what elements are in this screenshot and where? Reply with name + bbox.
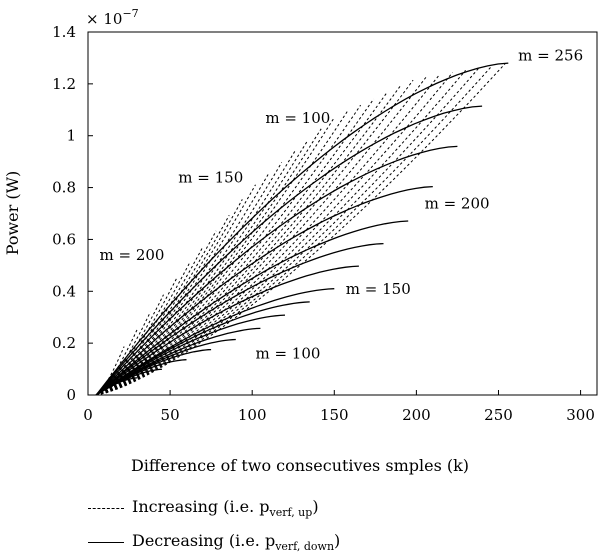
increasing-curve-14 bbox=[96, 128, 322, 396]
decreasing-curve-2 bbox=[95, 145, 458, 396]
power-chart: 0 50 100 150 200 250 300 0 0.2 0.4 0.6 0.8 1 1.2 1.4 m… bbox=[3, 7, 598, 475]
y-axis-label: Power (W) bbox=[3, 171, 22, 256]
increasing-curve-1 bbox=[96, 65, 493, 396]
increasing-curve-25 bbox=[96, 277, 178, 396]
y-tick-label-5: 1 bbox=[66, 127, 76, 145]
increasing-curve-2 bbox=[96, 67, 480, 396]
y-multiplier-exponent: −7 bbox=[122, 7, 138, 20]
increasing-curve-26 bbox=[96, 294, 164, 396]
decreasing-curve-11 bbox=[95, 338, 236, 396]
increasing-curve-21 bbox=[96, 214, 230, 396]
annotation-6: m = 100 bbox=[255, 345, 320, 363]
x-axis-label: Difference of two consecutives smples (k… bbox=[131, 456, 469, 475]
decreasing-curve-5 bbox=[95, 242, 384, 396]
x-tick-label-3: 150 bbox=[320, 406, 349, 424]
increasing-curve-29 bbox=[96, 346, 125, 396]
increasing-curve-20 bbox=[96, 199, 243, 396]
y-tick-label-2: 0.4 bbox=[52, 282, 76, 300]
annotation-2: m = 150 bbox=[178, 168, 243, 186]
decreasing-curve-0 bbox=[95, 62, 509, 396]
legend-increasing-label: Increasing (i.e. pverf, up) bbox=[132, 497, 319, 520]
curves-group bbox=[95, 62, 509, 396]
x-tick-label-4: 200 bbox=[402, 406, 431, 424]
decreasing-curve-9 bbox=[95, 314, 286, 396]
decreasing-curve-4 bbox=[95, 220, 409, 396]
y-tick-label-3: 0.6 bbox=[52, 230, 76, 248]
y-tick-label-7: 1.4 bbox=[52, 23, 76, 41]
increasing-curve-16 bbox=[96, 150, 296, 396]
increasing-curve-10 bbox=[96, 98, 375, 396]
increasing-curve-27 bbox=[96, 311, 151, 396]
x-tick-label-5: 250 bbox=[484, 406, 513, 424]
decreasing-curve-6 bbox=[95, 265, 359, 396]
legend-solid-swatch bbox=[88, 541, 124, 543]
increasing-curve-4 bbox=[96, 72, 453, 396]
legend-decreasing: Decreasing (i.e. pverf, down) bbox=[88, 531, 340, 553]
y-tick-label-0: 0 bbox=[66, 386, 76, 404]
increasing-curve-24 bbox=[96, 262, 191, 396]
y-tick-label-6: 1.2 bbox=[52, 75, 76, 93]
increasing-curve-7 bbox=[96, 79, 414, 396]
plot-frame bbox=[87, 31, 598, 396]
x-tick-label-0: 0 bbox=[83, 406, 93, 424]
annotation-0: m = 256 bbox=[518, 47, 583, 65]
decreasing-curve-7 bbox=[95, 288, 335, 396]
increasing-curve-23 bbox=[96, 246, 204, 396]
y-multiplier: × 10−7 bbox=[86, 7, 139, 28]
annotation-5: m = 150 bbox=[346, 280, 411, 298]
decreasing-curve-1 bbox=[95, 105, 483, 396]
increasing-curve-8 bbox=[96, 86, 401, 396]
x-tick-label-2: 100 bbox=[238, 406, 267, 424]
decreasing-curve-8 bbox=[95, 301, 310, 396]
annotation-3: m = 200 bbox=[99, 246, 164, 264]
ticks-group: 0 50 100 150 200 250 300 0 0.2 0.4 0.6 0.8 1 1.2 1.4 bbox=[52, 23, 595, 424]
x-tick-label-1: 50 bbox=[161, 406, 180, 424]
legend-decreasing-label: Decreasing (i.e. pverf, down) bbox=[132, 531, 341, 554]
increasing-curve-6 bbox=[96, 76, 427, 396]
increasing-curve-0 bbox=[96, 63, 506, 396]
legend-increasing: Increasing (i.e. pverf, up) bbox=[88, 497, 319, 519]
increasing-curve-15 bbox=[96, 139, 309, 396]
increasing-curve-11 bbox=[96, 104, 362, 396]
increasing-curve-9 bbox=[96, 92, 388, 396]
legend-dashed-swatch bbox=[88, 507, 124, 509]
annotations-group: m = 256 m = 100 m = 150 m = 200 m = 200 m = 1… bbox=[99, 47, 583, 363]
increasing-curve-28 bbox=[95, 329, 138, 396]
annotation-1: m = 100 bbox=[265, 109, 330, 127]
y-tick-label-4: 0.8 bbox=[52, 179, 76, 197]
annotation-4: m = 200 bbox=[425, 194, 490, 212]
increasing-curve-19 bbox=[96, 184, 256, 396]
increasing-curve-3 bbox=[96, 69, 466, 396]
increasing-curve-13 bbox=[96, 117, 335, 396]
increasing-curve-17 bbox=[96, 162, 283, 396]
increasing-curve-18 bbox=[96, 173, 270, 396]
y-tick-label-1: 0.2 bbox=[52, 334, 76, 352]
x-tick-label-6: 300 bbox=[566, 406, 595, 424]
